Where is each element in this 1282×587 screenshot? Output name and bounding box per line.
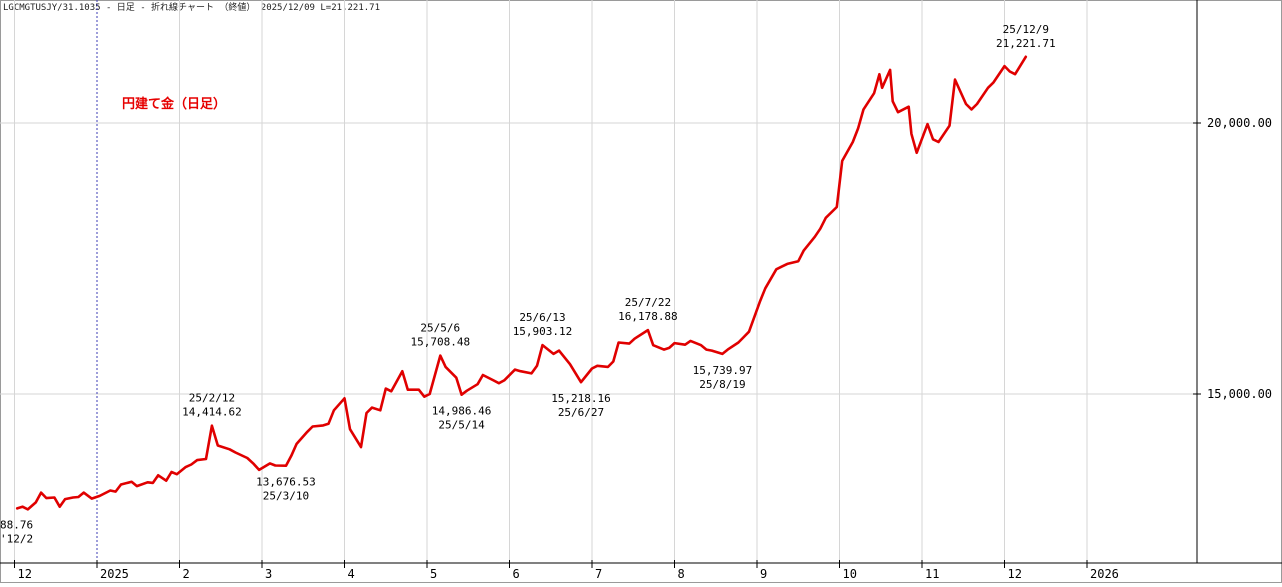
point-annotation: 25/6/13 15,903.12 xyxy=(513,311,573,338)
point-annotation: 15,739.97 25/8/19 xyxy=(693,364,753,391)
x-tick-label: 2025 xyxy=(100,567,129,581)
point-annotation: 25/2/12 14,414.62 xyxy=(182,392,242,419)
price-series-line xyxy=(15,55,1028,511)
x-tick-label: 5 xyxy=(430,567,437,581)
x-tick-label: 12 xyxy=(1008,567,1022,581)
x-tick-label: 4 xyxy=(348,567,355,581)
y-tick-label: 20,000.00 xyxy=(1207,116,1272,130)
x-tick-label: 2 xyxy=(183,567,190,581)
y-tick-label: 15,000.00 xyxy=(1207,387,1272,401)
inset-title: 円建て金（日足） xyxy=(122,96,226,112)
x-tick-label: 3 xyxy=(265,567,272,581)
x-tick-label: 12 xyxy=(18,567,32,581)
x-tick-label: 6 xyxy=(513,567,520,581)
x-tick-label: 10 xyxy=(843,567,857,581)
point-annotation: 15,218.16 25/6/27 xyxy=(551,392,611,419)
grid xyxy=(0,0,1197,563)
x-tick-label: 2026 xyxy=(1090,567,1119,581)
point-annotation: 88.76'12/2 xyxy=(0,518,33,545)
point-annotation: 25/7/22 16,178.88 xyxy=(618,296,678,323)
axes xyxy=(0,0,1282,568)
x-tick-label: 7 xyxy=(595,567,602,581)
x-tick-label: 8 xyxy=(678,567,685,581)
x-axis-labels: 12 2025 2 3 4 5 6 7 8 9 10 11 12 2026 xyxy=(18,567,1119,581)
point-annotation: 13,676.53 25/3/10 xyxy=(256,476,316,503)
x-tick-label: 11 xyxy=(925,567,939,581)
y-axis-labels: 20,000.00 15,000.00 xyxy=(1207,116,1272,401)
annotations-layer: 88.76'12/2 25/2/12 14,414.62 13,676.53 25/3/… xyxy=(0,23,1056,546)
point-annotation: 14,986.46 25/5/14 xyxy=(432,405,492,432)
x-tick-label: 9 xyxy=(760,567,767,581)
series-layer xyxy=(15,55,1028,511)
chart-header: LGCMGTUSJY/31.1035 - 日足 - 折れ線チャート （終値） 2… xyxy=(3,1,380,13)
point-annotation: 25/12/9 21,221.71 xyxy=(996,23,1056,50)
point-annotation: 25/5/6 15,708.48 xyxy=(411,322,471,349)
